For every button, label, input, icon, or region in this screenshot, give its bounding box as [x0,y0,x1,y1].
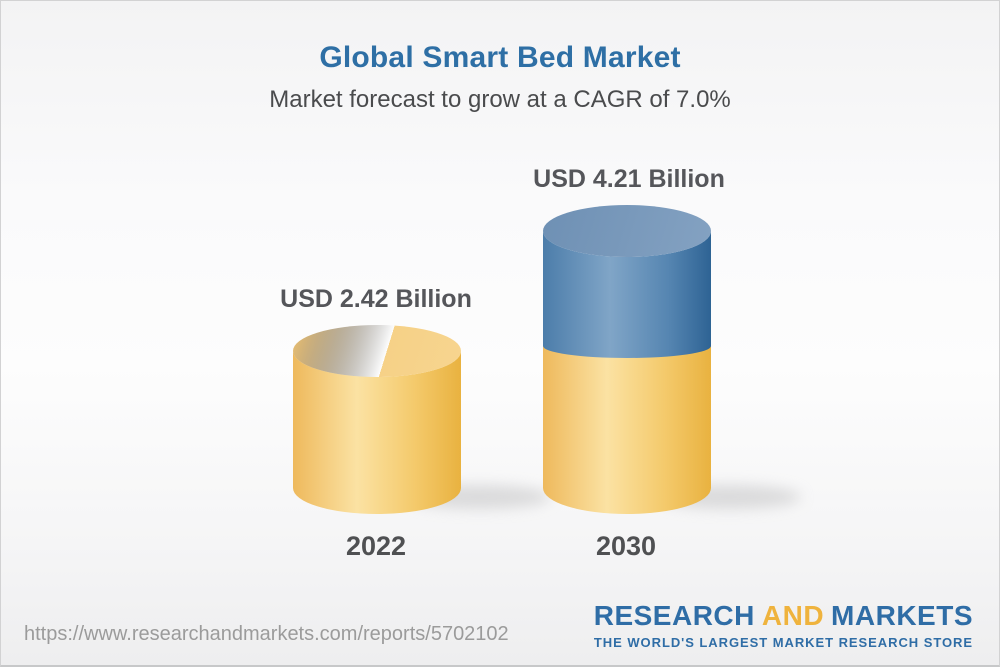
logo-word-markets: MARKETS [831,600,973,631]
chart-title: Global Smart Bed Market [319,41,681,74]
bar-2030-base-segment [543,330,711,514]
logo-word-research: RESEARCH [593,600,755,631]
value-label-2030: USD 4.21 Billion [533,165,725,193]
bar-2030 [543,205,711,514]
research-and-markets-logo: RESEARCH AND MARKETS THE WORLD'S LARGEST M… [593,600,973,650]
bar-2022-top-face [293,325,461,377]
year-label-2022: 2022 [345,531,407,561]
bar-2030-growth-segment [543,231,711,358]
logo-tagline: THE WORLD'S LARGEST MARKET RESEARCH STOR… [593,634,973,650]
value-label-2022: USD 2.42 Billion [280,285,472,313]
chart-subtitle: Market forecast to grow at a CAGR of 7.0… [269,86,731,113]
bar-2022-body [293,351,461,514]
report-url: https://www.researchandmarkets.com/repor… [24,623,509,645]
logo-word-and: AND [761,600,825,631]
year-label-2030: 2030 [595,531,657,561]
logo-wordmark: RESEARCH AND MARKETS [593,600,973,632]
bar-2030-top-face [543,205,711,257]
bar-2022 [293,325,461,514]
